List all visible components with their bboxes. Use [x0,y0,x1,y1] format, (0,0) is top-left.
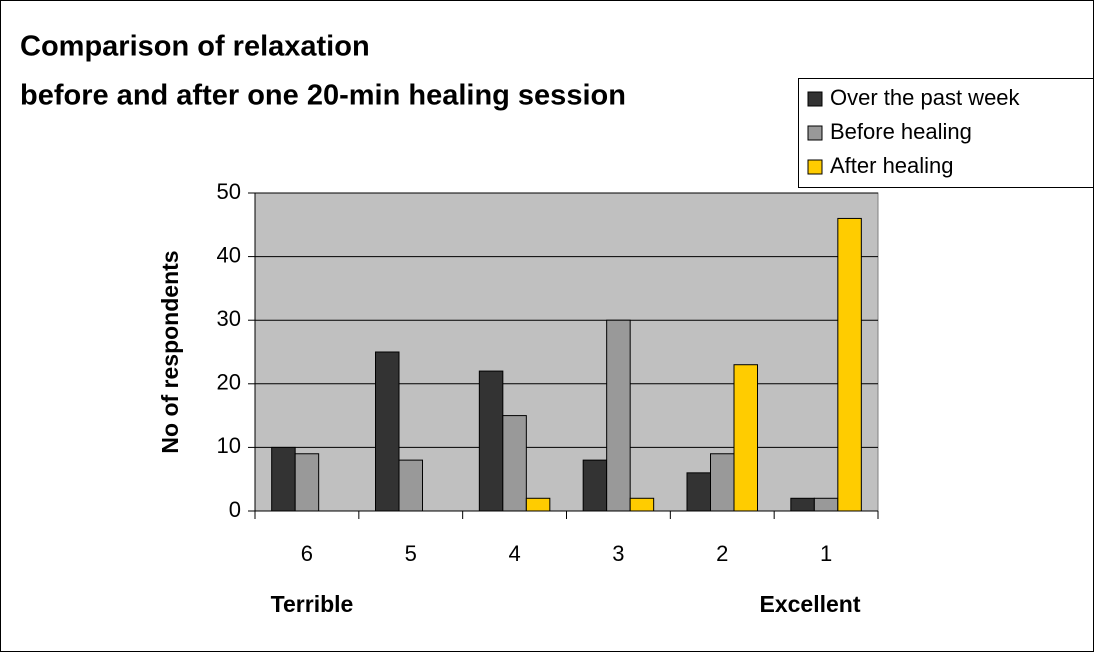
y-axis-label: No of respondents [157,250,183,453]
bar [733,364,758,512]
bar [375,351,400,512]
y-tick-label: 40 [217,242,241,267]
bar [790,497,815,512]
x-tick-label: 2 [716,541,728,566]
y-tick-label: 20 [217,370,241,395]
bar [606,319,631,512]
legend-label: After healing [830,153,954,178]
bar [271,446,296,512]
legend-label: Over the past week [830,85,1021,110]
bar [525,497,551,512]
plot-area [254,192,879,512]
bar [582,459,608,512]
bar [478,370,504,512]
x-tick-label: 6 [301,541,313,566]
annotation: Terrible [271,591,354,617]
annotation: Excellent [760,591,861,617]
chart-title: before and after one 20-min healing sess… [20,80,626,112]
legend-swatch [807,125,823,141]
x-tick-label: 1 [820,541,832,566]
legend-swatch [807,159,823,175]
y-tick-label: 30 [217,306,241,331]
bar [294,453,320,512]
y-tick-label: 0 [229,497,241,522]
y-tick-label: 10 [217,433,241,458]
legend-swatch [807,91,823,107]
bar [629,497,655,512]
x-tick-label: 5 [405,541,417,566]
bar [398,459,423,512]
legend-label: Before healing [830,119,972,144]
bar [813,497,839,512]
bar [710,453,735,512]
bar [502,415,527,512]
bar [837,217,862,512]
x-tick-label: 4 [508,541,520,566]
chart-title: Comparison of relaxation [20,31,370,63]
bar [686,472,711,512]
y-tick-label: 50 [217,179,241,204]
x-tick-label: 3 [612,541,624,566]
